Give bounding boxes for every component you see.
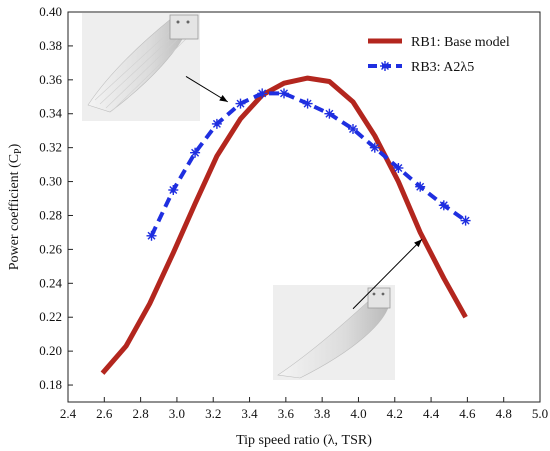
y-tick-label: 0.32 bbox=[39, 140, 62, 155]
data-point-rb3 bbox=[438, 200, 449, 211]
x-tick-label: 4.8 bbox=[496, 406, 512, 421]
blade-render-rb3 bbox=[82, 13, 200, 121]
data-point-rb3 bbox=[302, 98, 313, 109]
x-tick-label: 4.4 bbox=[423, 406, 440, 421]
data-point-rb3 bbox=[393, 163, 404, 173]
x-axis-ticks: 2.4 2.6 2.8 3.0 3.2 3.4 3.6 3.8 4.0 4.2 4.4 4.6 4.8 5… bbox=[60, 397, 548, 421]
annotation-layer bbox=[185, 76, 423, 310]
x-tick-label: 2.4 bbox=[60, 406, 77, 421]
y-tick-label: 0.24 bbox=[39, 275, 62, 290]
y-tick-label: 0.22 bbox=[39, 309, 62, 324]
x-tick-label: 5.0 bbox=[532, 406, 548, 421]
data-point-rb3 bbox=[279, 88, 289, 99]
data-point-rb3 bbox=[190, 147, 201, 158]
y-tick-label: 0.38 bbox=[39, 38, 62, 53]
series-line-rb1 bbox=[100, 75, 468, 375]
plot-frame bbox=[67, 11, 541, 403]
y-tick-label: 0.30 bbox=[39, 174, 62, 189]
annotation-arrow-head bbox=[414, 239, 422, 248]
y-axis-title: Power coefficient (CP) bbox=[7, 143, 24, 270]
data-point-rb3 bbox=[324, 108, 335, 119]
annotation-arrow-line bbox=[352, 238, 423, 310]
y-tick-label: 0.20 bbox=[39, 343, 62, 358]
x-tick-label: 2.8 bbox=[132, 406, 148, 421]
data-point-rb3 bbox=[235, 98, 246, 109]
y-tick-label: 0.26 bbox=[39, 241, 62, 256]
y-tick-label: 0.18 bbox=[39, 377, 62, 392]
annotation-arrow-head bbox=[219, 94, 228, 102]
x-tick-label: 2.6 bbox=[96, 406, 113, 421]
x-tick-label: 4.6 bbox=[459, 406, 476, 421]
x-axis-title: Tip speed ratio (λ, TSR) bbox=[236, 433, 372, 448]
data-point-rb3 bbox=[257, 88, 268, 99]
y-axis-title-subscript: P bbox=[13, 148, 24, 154]
data-point-rb3 bbox=[369, 142, 380, 153]
legend-label-rb3: RB3: A2λ5 bbox=[411, 60, 474, 75]
data-point-rb3 bbox=[146, 230, 157, 241]
x-tick-label: 3.6 bbox=[278, 406, 295, 421]
data-point-rb3 bbox=[348, 124, 358, 134]
annotation-arrow-line bbox=[185, 76, 229, 103]
x-tick-label: 3.8 bbox=[314, 406, 330, 421]
y-tick-label: 0.36 bbox=[39, 72, 62, 87]
data-point-rb3 bbox=[168, 185, 179, 195]
x-tick-label: 4.2 bbox=[387, 406, 403, 421]
x-tick-label: 4.0 bbox=[350, 406, 366, 421]
blade-render-rb1 bbox=[273, 285, 395, 380]
legend: RB1: Base model RB3: A2λ5 bbox=[368, 35, 510, 75]
x-tick-label: 3.4 bbox=[241, 406, 258, 421]
y-tick-label: 0.28 bbox=[39, 207, 62, 222]
y-tick-label: 0.34 bbox=[39, 106, 62, 121]
legend-marker-rb3 bbox=[380, 61, 390, 71]
series-layer bbox=[100, 75, 471, 375]
data-point-rb3 bbox=[460, 215, 471, 226]
y-axis-ticks: 0.18 0.20 0.22 0.24 0.26 0.28 0.30 0.32 0.34 0.36… bbox=[39, 4, 73, 392]
data-point-rb3 bbox=[211, 118, 222, 129]
legend-label-rb1: RB1: Base model bbox=[411, 35, 510, 50]
data-point-rb3 bbox=[415, 181, 426, 192]
x-tick-label: 3.2 bbox=[205, 406, 221, 421]
y-tick-label: 0.40 bbox=[39, 4, 62, 19]
x-tick-label: 3.0 bbox=[169, 406, 185, 421]
